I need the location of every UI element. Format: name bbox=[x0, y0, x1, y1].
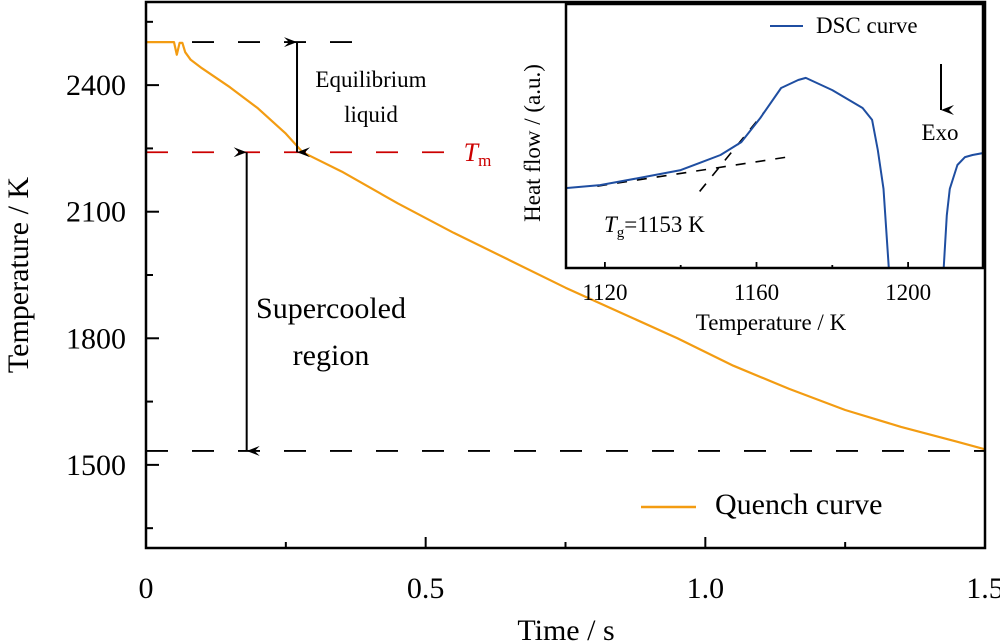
tm-symbol: T bbox=[464, 138, 480, 167]
series-layer bbox=[146, 40, 986, 451]
y-tick-label: 1500 bbox=[66, 449, 126, 482]
inset-x-tick-label: 1120 bbox=[582, 280, 627, 305]
inset-x-axis-ticks: 1120 1160 1200 bbox=[582, 262, 931, 305]
legend-label-dsc-curve: DSC curve bbox=[816, 13, 918, 38]
inset-series-layer bbox=[566, 76, 983, 268]
equilibrium-liquid-label: Equilibrium bbox=[315, 67, 426, 92]
inset-background bbox=[566, 4, 983, 268]
inset-y-axis-label: Heat flow / (a.u.) bbox=[520, 64, 545, 222]
exo-annotation: Exo bbox=[921, 64, 959, 145]
inset-x-tick-label: 1200 bbox=[885, 280, 931, 305]
inset-plot: 1120 1160 1200 Temperature / K Heat flow /… bbox=[520, 2, 985, 335]
series-quench-curve bbox=[146, 40, 986, 451]
series-dsc-curve-segment-2 bbox=[942, 152, 983, 268]
exo-label: Exo bbox=[921, 120, 958, 145]
tm-subscript: m bbox=[478, 151, 491, 170]
y-axis-ticks: 1500 1800 2100 2400 bbox=[66, 20, 159, 530]
tg-value: =1153 K bbox=[624, 212, 705, 237]
tg-subscript: g bbox=[617, 225, 625, 241]
x-tick-label: 1.0 bbox=[687, 572, 725, 605]
legend: Quench curve bbox=[641, 488, 882, 521]
inset-x-tick-label: 1160 bbox=[734, 280, 779, 305]
y-tick-label: 2400 bbox=[66, 69, 126, 102]
inset-plot-frame bbox=[564, 2, 985, 270]
equilibrium-liquid-label: liquid bbox=[344, 102, 398, 127]
annotation-layer: Equilibrium liquid Supercooled region bbox=[233, 37, 427, 456]
inset-legend: DSC curve bbox=[770, 13, 918, 38]
supercooled-region-label: region bbox=[293, 339, 370, 372]
legend-label-quench-curve: Quench curve bbox=[715, 488, 882, 521]
supercooled-region-label: Supercooled bbox=[256, 292, 406, 325]
x-tick-label: 0 bbox=[139, 572, 154, 605]
inset-x-axis-label: Temperature / K bbox=[696, 310, 847, 335]
series-dsc-curve-segment-1 bbox=[566, 76, 890, 268]
tg-label: Tg=1153 K bbox=[604, 212, 705, 241]
x-axis-ticks: 0 0.5 1.0 1.5 bbox=[139, 537, 1000, 605]
x-tick-label: 0.5 bbox=[407, 572, 445, 605]
tg-symbol: T bbox=[604, 212, 619, 237]
y-axis-label: Temperature / K bbox=[2, 177, 35, 373]
x-tick-label: 1.5 bbox=[966, 572, 1000, 605]
y-tick-label: 2100 bbox=[66, 196, 126, 229]
x-axis-label: Time / s bbox=[517, 614, 614, 642]
tm-label: Tm bbox=[464, 138, 492, 170]
y-tick-label: 1800 bbox=[66, 322, 126, 355]
